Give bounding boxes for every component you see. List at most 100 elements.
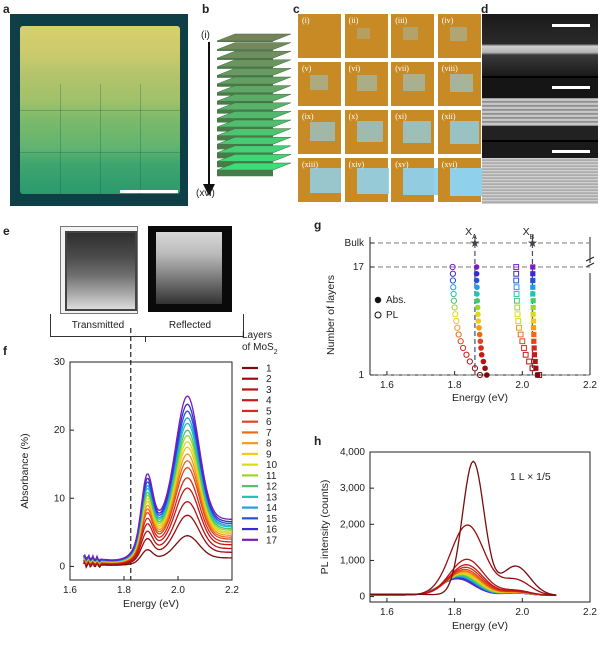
panel-c-tile: (vii) [391, 62, 435, 106]
panel-a-gridline [20, 152, 180, 153]
panel-c-tile: (xiv) [344, 158, 390, 202]
panel-c-tile-patch [310, 74, 329, 90]
panel-g-abs-xa-point [478, 345, 484, 351]
panel-c-tile-patch [310, 121, 335, 142]
panel-a-gridline [60, 84, 61, 194]
panel-g-abs-xa-point [476, 331, 483, 338]
panel-c-tile: (xiii) [298, 158, 342, 202]
panel-h-ytick-label: 2,000 [340, 519, 365, 530]
panel-a-gridline [20, 110, 180, 111]
panel-f-series-line [83, 535, 232, 569]
panel-b-layer [216, 59, 292, 68]
panel-f-legend-label: 3 [266, 385, 272, 396]
panel-g-xlabel: Energy (eV) [452, 392, 508, 404]
panel-g-abs-xb-point [532, 358, 538, 365]
panel-c-tile: (ii) [344, 14, 388, 58]
panel-g-pl-xa-point [450, 297, 458, 304]
panel-f-legend-label: 15 [266, 514, 278, 525]
panel-g-pl-xb-point [513, 270, 520, 277]
panel-h-ytick-label: 0 [359, 592, 365, 603]
panel-b-layer-edge [217, 75, 273, 78]
panel-c-tile: (xvi) [437, 158, 486, 202]
panel-f-ytick-label: 10 [54, 493, 66, 504]
panel-g-ylabel: Number of layers [325, 275, 337, 355]
panel-b-layer-edge [217, 49, 273, 51]
panel-g-bulk-star: ★ [470, 236, 481, 250]
panel-label-g: g [314, 218, 322, 232]
panel-g-pl-xb-point [516, 324, 522, 331]
panel-c-tile-label: (xii) [441, 112, 456, 121]
panel-g-pl-xb-point [519, 338, 526, 345]
panel-f-series-line [83, 395, 232, 561]
panel-g-pl-xa-point [459, 344, 467, 352]
panel-b-layer [216, 33, 292, 42]
panel-c-tile-label: (ix) [302, 112, 314, 121]
panel-g-abs-xb-point [530, 271, 536, 277]
panel-e-transmitted-sample [65, 231, 137, 311]
panel-e-reflected-sample [156, 232, 222, 304]
panel-g-pl-xb-point [526, 358, 532, 365]
panel-label-b: b [202, 2, 210, 16]
panel-d-image-3-dark [482, 142, 598, 158]
panel-c-tile-patch [356, 27, 371, 39]
panel-c-tile-patch [403, 27, 419, 40]
panel-f-legend-label: 11 [266, 471, 277, 482]
panel-g-ytick-label: Bulk [345, 238, 365, 249]
panel-g-pl-xa-point [452, 311, 459, 318]
panel-g-pl-xa-point [463, 351, 470, 358]
panel-c-tile: (viii) [437, 62, 481, 106]
panel-f-legend-label: 2 [266, 374, 272, 385]
panel-d-scale-bar-3 [552, 150, 590, 153]
panel-g-abs-xa-point [480, 358, 487, 365]
panel-g-pl-xa-point [450, 290, 457, 298]
panel-f-legend-title-main: MoS [253, 342, 274, 353]
panel-d-image-2-dark-bottom [482, 126, 598, 140]
panel-f-chart: 1.6 1.8 2.0 2.2 0 10 20 30 Energy (eV) Absorbance… [19, 328, 278, 610]
panel-d-scale-bar-2 [552, 86, 590, 89]
panel-g-pl-xa-point [449, 263, 456, 271]
panel-e-reflected-image [148, 226, 232, 312]
panel-b-layer-edge [217, 66, 273, 69]
panel-c-tile: (iv) [437, 14, 481, 58]
panel-g-abs-xb-point [534, 372, 541, 378]
panel-c-tile-patch [403, 121, 432, 143]
panel-g-abs-xa-point [475, 318, 482, 324]
panel-c-tile-label: (vii) [395, 64, 409, 73]
panel-g-abs-xa-point [473, 264, 480, 270]
panel-c-tile-label: (vi) [348, 64, 361, 73]
panel-g-pl-xa-point [455, 331, 462, 338]
panel-g-abs-xb-point [530, 298, 536, 304]
panel-g-abs-xb-point [530, 277, 536, 284]
panel-f-legend-title-2: of MoS2 [242, 342, 278, 356]
panel-c-tile-patch [356, 121, 383, 143]
panel-g-abs-xa-point [473, 270, 480, 277]
panel-h-frame [369, 451, 591, 603]
panel-c-tile-patch [449, 120, 480, 144]
panel-g-pl-xb-point [514, 304, 521, 311]
panel-f-series-line [83, 410, 233, 562]
panel-f-xtick-label: 1.8 [117, 585, 131, 596]
panel-f-legend-title: Layers [242, 330, 272, 341]
panel-f-xtick-label: 2.2 [225, 585, 239, 596]
panel-h-series-line [370, 460, 557, 596]
panel-b-arrowhead [203, 184, 215, 196]
panel-a-photo [10, 14, 188, 206]
panel-e-bracket-stem [145, 336, 146, 342]
panel-c-tile: (ix) [298, 110, 341, 154]
panel-e-transmitted-label: Transmitted [71, 320, 125, 331]
panel-g-xtick-label: 1.8 [448, 380, 462, 391]
panel-c-tile: (iii) [391, 14, 435, 58]
panel-c-tile: (vi) [344, 62, 388, 106]
panel-f-legend-label: 1 [266, 364, 272, 375]
panel-h-annotation: 1 L × 1/5 [510, 471, 551, 483]
panel-g-ytick-label: 1 [358, 370, 364, 381]
panel-a-gridline [140, 84, 141, 194]
panel-label-d: d [481, 2, 489, 16]
panel-g-legend-pl-label: PL [386, 310, 399, 321]
panel-g-abs-xb-point [533, 365, 539, 371]
panel-g-abs-xb-point [531, 352, 538, 358]
panel-g-pl-xb-point [515, 318, 522, 324]
panel-f-legend-label: 14 [266, 503, 278, 514]
panel-g-xtick-label: 1.6 [380, 380, 394, 391]
panel-f-frame [69, 361, 233, 581]
